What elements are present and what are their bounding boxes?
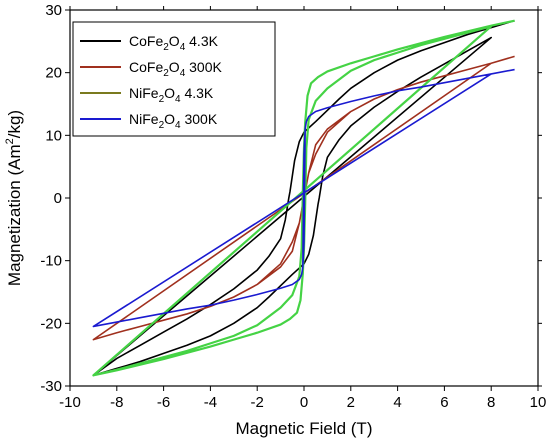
legend-label: NiFe2O4 4.3K (129, 85, 214, 105)
y-tick-label: 10 (45, 127, 62, 144)
x-tick-label: -4 (204, 394, 217, 411)
x-tick-label: 6 (440, 394, 448, 411)
series-curve-2 (92, 19, 515, 377)
legend-label-part: O (169, 33, 180, 49)
legend-label-part: 2 (163, 68, 169, 79)
x-tick-label: 10 (530, 394, 547, 411)
legend-label-part: 4.3K (181, 85, 214, 101)
legend-label-part: 4 (180, 42, 186, 53)
legend-label-part: 4 (180, 68, 186, 79)
legend-label-part: 300K (185, 59, 222, 75)
y-axis-title-main: Magnetization (Am (5, 144, 24, 286)
series-curve-1 (92, 55, 515, 341)
legend-label-part: 2 (159, 94, 165, 105)
series-curve-3 (92, 68, 515, 328)
y-axis-title-sup: 2 (4, 138, 16, 144)
legend-label: NiFe2O4 300K (129, 111, 218, 131)
legend-label-part: O (164, 85, 175, 101)
y-axis-title-tail: /kg) (5, 110, 24, 138)
legend-label-part: 2 (159, 120, 165, 131)
x-tick-label: -8 (110, 394, 123, 411)
legend-label: CoFe2O4 4.3K (129, 33, 219, 53)
y-tick-label: 30 (45, 2, 62, 19)
legend-label-part: O (169, 59, 180, 75)
x-tick-label: 8 (487, 394, 495, 411)
legend-label-part: 4.3K (185, 33, 218, 49)
curves-group (92, 19, 515, 377)
x-tick-label: 2 (347, 394, 355, 411)
x-tick-label: -10 (59, 394, 81, 411)
legend-label-part: 4 (175, 94, 181, 105)
y-tick-label: -20 (40, 315, 62, 332)
legend-label-part: 300K (181, 111, 218, 127)
x-tick-label: 4 (393, 394, 401, 411)
x-tick-label: -6 (157, 394, 170, 411)
legend-label-part: NiFe (129, 85, 159, 101)
legend-label: CoFe2O4 300K (129, 59, 222, 79)
x-tick-label: -2 (251, 394, 264, 411)
legend-label-part: CoFe (129, 59, 163, 75)
x-axis-title: Magnetic Field (T) (236, 419, 373, 438)
legend-label-part: NiFe (129, 111, 159, 127)
y-tick-label: 0 (54, 190, 62, 207)
x-tick-label: 0 (300, 394, 308, 411)
y-axis-title: Magnetization (Am2/kg) (4, 110, 24, 286)
legend-label-part: 2 (163, 42, 169, 53)
y-tick-label: -10 (40, 253, 62, 270)
legend-label-part: CoFe (129, 33, 163, 49)
legend-label-part: 4 (175, 120, 181, 131)
legend-label-part: O (164, 111, 175, 127)
y-tick-label: -30 (40, 378, 62, 395)
y-tick-label: 20 (45, 65, 62, 82)
